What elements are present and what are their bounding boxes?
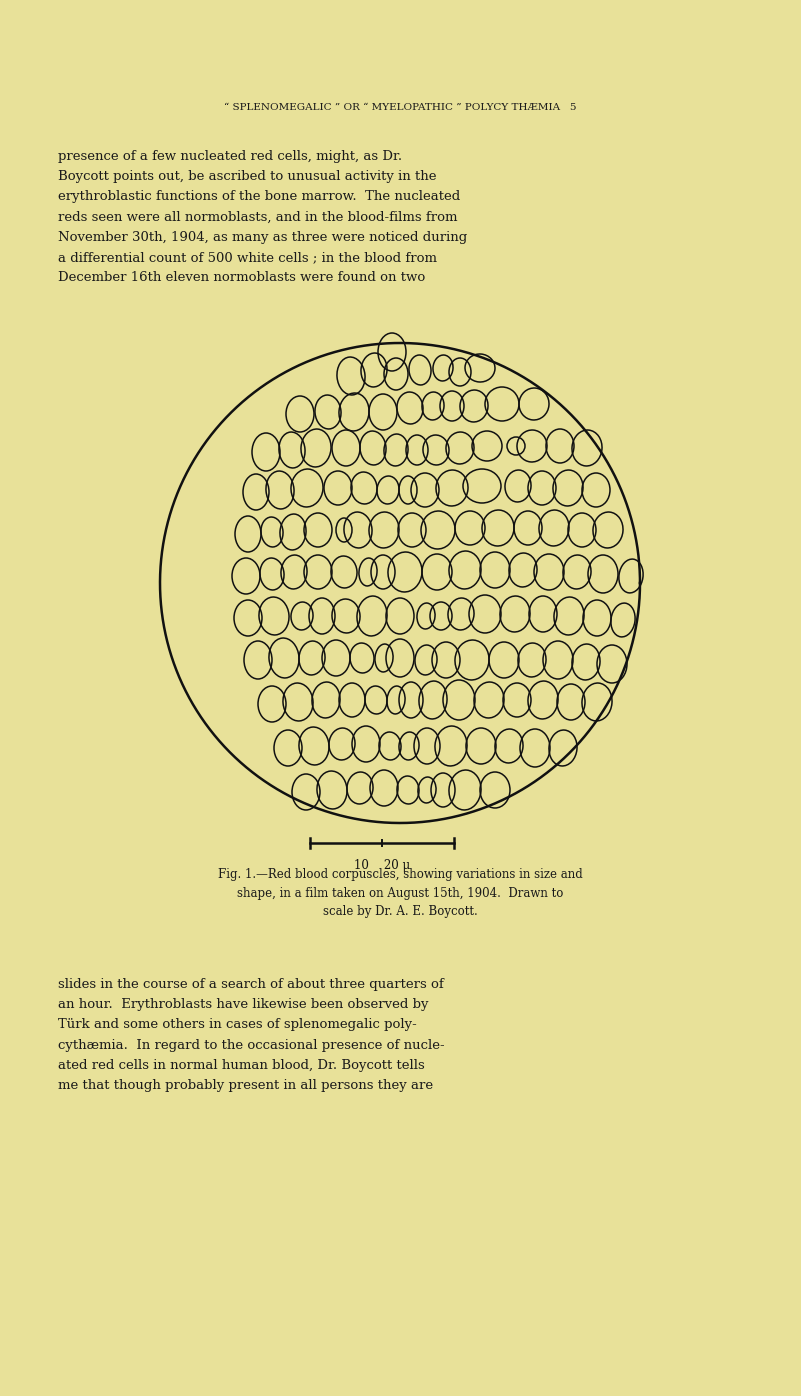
Text: slides in the course of a search of about three quarters of
an hour.  Erythrobla: slides in the course of a search of abou… xyxy=(58,979,445,1092)
Text: Fig. 1.—Red blood corpuscles, showing variations in size and
shape, in a film ta: Fig. 1.—Red blood corpuscles, showing va… xyxy=(218,868,583,919)
Text: “ SPLENOMEGALIC ” OR “ MYELOPATHIC ” POLYCY THÆMIA   5: “ SPLENOMEGALIC ” OR “ MYELOPATHIC ” POL… xyxy=(224,103,577,112)
Text: presence of a few nucleated red cells, might, as Dr.
Boycott points out, be ascr: presence of a few nucleated red cells, m… xyxy=(58,149,467,285)
Text: 10    20 μ: 10 20 μ xyxy=(354,859,410,872)
